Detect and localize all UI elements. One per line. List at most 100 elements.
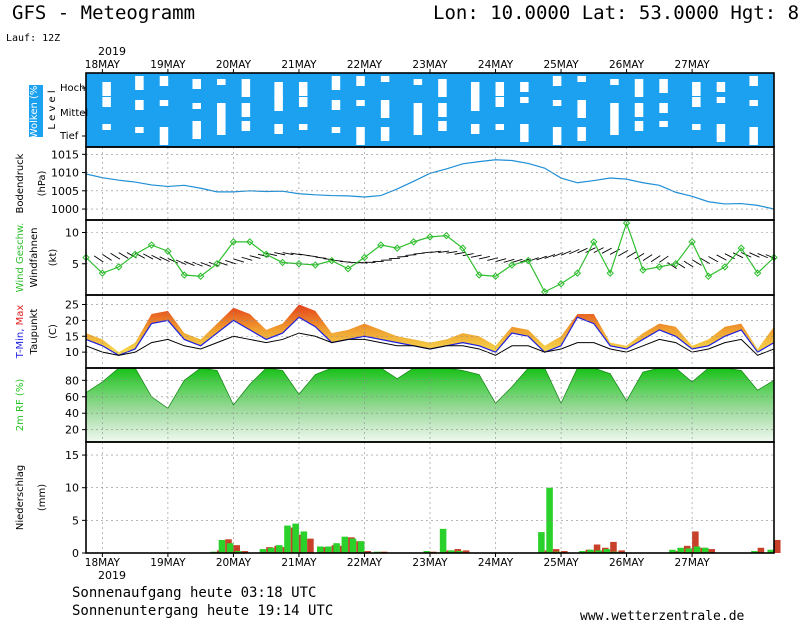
precip-bar-red: [774, 539, 781, 553]
wind-barb: [495, 258, 507, 263]
y-tick-label: 40: [65, 407, 79, 420]
rh-area: [86, 368, 774, 442]
wind-barb: [397, 255, 409, 258]
clear-sky-cell: [438, 121, 447, 131]
y-tick-label: 15: [65, 330, 79, 343]
clear-sky-cell: [102, 124, 111, 130]
wind-speed-point: [262, 250, 270, 259]
clear-sky-cell: [610, 121, 619, 135]
wind-speed-point: [246, 238, 254, 246]
clear-sky-cell: [774, 100, 783, 118]
wind-speed-point: [180, 271, 188, 279]
wind-speed-point: [377, 241, 385, 249]
date-label-top: 27MAY: [674, 59, 710, 71]
wind-speed-axis-label: Wind Geschw.: [15, 223, 26, 293]
clear-sky-cell: [749, 76, 758, 86]
precip-bar-green: [218, 539, 226, 553]
wind-speed-point: [524, 256, 532, 265]
source-link[interactable]: www.wetterzentrale.de: [580, 609, 745, 624]
precip-bar-red: [692, 531, 699, 553]
model-run: Lauf: 12Z: [6, 33, 61, 44]
precip-bar-green: [677, 547, 684, 553]
wind-barb: [462, 253, 474, 257]
wind-barb: [577, 247, 588, 254]
wind-unit-label: (kt): [48, 249, 59, 267]
clear-sky-cell: [413, 121, 423, 135]
clear-sky-cell: [135, 76, 144, 90]
precip-bar-red: [241, 551, 249, 553]
wind-speed-point: [688, 238, 696, 246]
clear-sky-cell: [610, 79, 619, 85]
clear-sky-cell: [470, 82, 480, 100]
precip-unit-label: (mm): [37, 484, 48, 511]
y-tick-label: 10: [65, 227, 79, 240]
precip-bar-green: [538, 532, 545, 553]
wind-barb: [560, 250, 572, 256]
date-label-top: 19MAY: [150, 59, 186, 71]
wind-barb: [102, 254, 112, 261]
clear-sky-cell: [577, 127, 586, 141]
date-label-bottom: 24MAY: [478, 557, 514, 569]
wind-barb: [691, 259, 702, 266]
precip-bar-green: [546, 487, 553, 553]
clear-sky-cell: [749, 127, 758, 145]
wind-speed-point: [573, 269, 582, 277]
clear-sky-cell: [716, 97, 726, 103]
wind-barb: [732, 252, 744, 259]
cloud-axis-label: Wolken (%): [29, 82, 40, 139]
wind-barb: [110, 252, 121, 260]
wind-barb: [749, 252, 760, 258]
date-label-top: 23MAY: [412, 59, 448, 71]
clear-sky-cell: [274, 82, 283, 100]
wind-speed-point: [115, 263, 123, 271]
wind-barb: [569, 248, 580, 255]
clear-sky-cell: [552, 100, 562, 106]
precip-bar-green: [316, 546, 324, 553]
year-label-top: 2019: [98, 45, 126, 58]
precip-bar-green: [423, 551, 430, 553]
date-label-top: 24MAY: [478, 59, 514, 71]
precip-bar-green: [587, 549, 594, 553]
precip-bar-green: [276, 545, 283, 553]
wind-speed-point: [360, 253, 369, 262]
wind-speed-point: [229, 238, 238, 246]
clear-sky-cell: [159, 76, 169, 86]
clear-sky-cell: [217, 121, 226, 135]
temp-axis-label: T-Min, Max: [15, 305, 26, 360]
date-label-top: 26MAY: [609, 59, 645, 71]
date-label-bottom: 23MAY: [412, 557, 448, 569]
precip-axis-label: Niederschlag: [15, 465, 26, 530]
pressure-unit-label: (hPa): [37, 170, 48, 196]
wind-barb: [200, 262, 212, 267]
wind-barb: [249, 255, 261, 259]
date-label-bottom: 18MAY: [85, 557, 121, 569]
clear-sky-cell: [380, 127, 390, 141]
clear-sky-cell: [495, 97, 505, 107]
dewpoint-axis-label: Taupunkt: [29, 309, 40, 356]
clear-sky-cell: [692, 124, 701, 130]
wind-barb: [650, 255, 661, 263]
wind-barb: [626, 251, 637, 258]
wind-speed-point: [459, 244, 467, 252]
wind-speed-point: [295, 260, 303, 268]
precip-bar-green: [448, 550, 455, 553]
precip-bar-red: [462, 550, 470, 553]
wind-barb: [585, 247, 596, 253]
y-tick-label: 80: [65, 374, 79, 387]
date-label-bottom: 19MAY: [150, 557, 186, 569]
clear-sky-cell: [552, 127, 562, 145]
wind-speed-point: [409, 238, 418, 246]
wind-barb: [192, 261, 203, 267]
clear-sky-cell: [520, 97, 529, 103]
clear-sky-cell: [356, 76, 365, 86]
clear-sky-cell: [634, 103, 644, 117]
temp-range-area: [86, 304, 774, 356]
sunrise-text: Sonnenaufgang heute 03:18 UTC: [72, 585, 317, 601]
wind-speed-point: [98, 269, 107, 277]
clear-sky-cell: [331, 127, 341, 133]
date-label-top: 20MAY: [216, 59, 252, 71]
wind-barb: [536, 255, 547, 261]
clear-sky-cell: [356, 127, 365, 145]
clear-sky-cell: [102, 97, 111, 107]
clear-sky-cell: [192, 103, 201, 109]
